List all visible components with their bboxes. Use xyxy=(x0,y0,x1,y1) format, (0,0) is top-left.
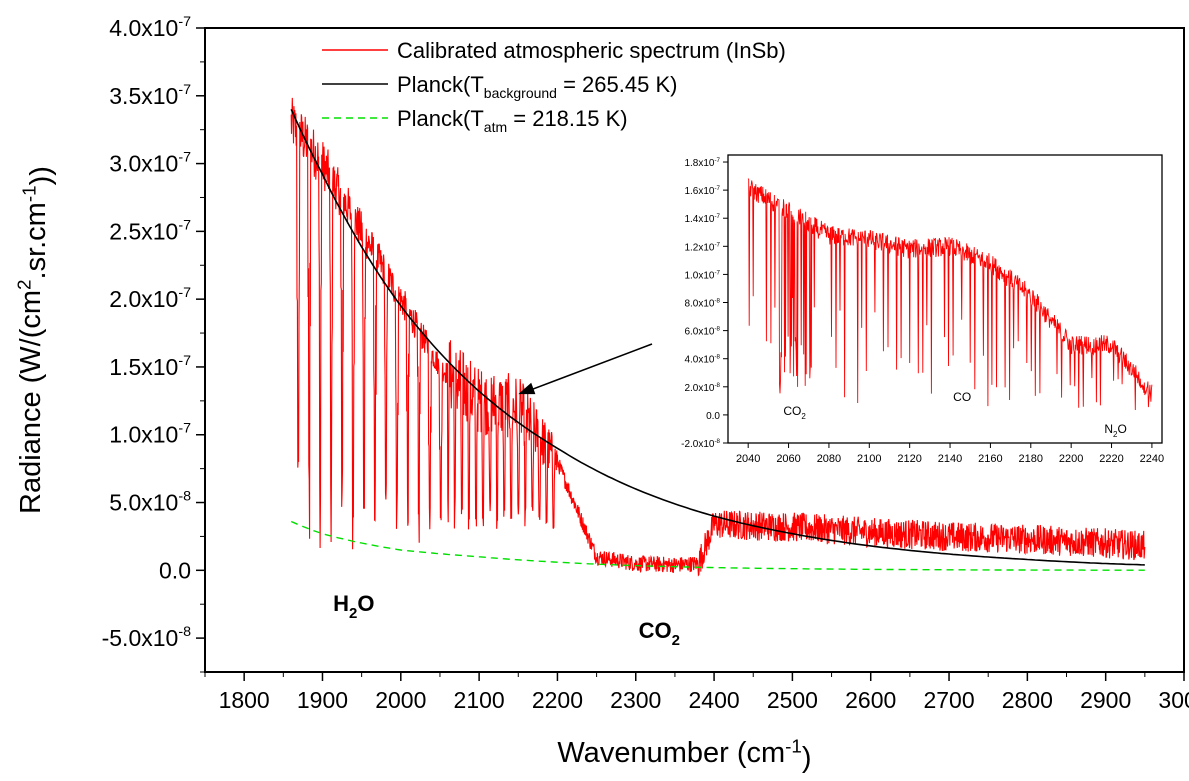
legend: Calibrated atmospheric spectrum (InSb) Pl… xyxy=(322,38,786,135)
inset-y-tick-label: 8.0x10-8 xyxy=(684,298,720,310)
y-tick-label: 5.0x10-8 xyxy=(109,489,191,516)
y-axis-label: Radiance (W/(cm2.sr.cm-1)) xyxy=(14,166,58,514)
inset-y-tick-label: 2.0x10-8 xyxy=(684,382,720,394)
y-tick-label: 3.5x10-7 xyxy=(109,82,191,109)
inset-x-tick-label: 2040 xyxy=(736,453,760,465)
x-tick-label: 1900 xyxy=(297,687,348,713)
inset-y-tick-label: -2.0x10-8 xyxy=(681,438,720,450)
inset-x-tick-label: 2140 xyxy=(938,453,962,465)
x-tick-label: 2000 xyxy=(375,687,426,713)
x-tick-label: 2800 xyxy=(1002,687,1053,713)
inset-x-tick-label: 2080 xyxy=(817,453,841,465)
inset-molecule-annotation: CO xyxy=(953,390,971,404)
inset-x-tick-label: 2120 xyxy=(897,453,921,465)
molecule-annotation: CO2 xyxy=(639,618,680,649)
legend-entry: Planck(Tbackground = 265.45 K) xyxy=(397,72,677,101)
x-tick-label: 2400 xyxy=(688,687,739,713)
x-tick-label: 2600 xyxy=(845,687,896,713)
y-tick-label: 2.5x10-7 xyxy=(109,217,191,244)
inset-x-tick-label: 2200 xyxy=(1059,453,1083,465)
inset-x-tick-label: 2100 xyxy=(857,453,881,465)
x-axis-label: Wavenumber (cm-1) xyxy=(557,736,811,775)
y-tick-label: 3.0x10-7 xyxy=(109,150,191,177)
y-tick-label: 1.5x10-7 xyxy=(109,353,191,380)
inset-plot-area: 2040 2060 2080 2100 2120 2140 2160 2180 2200 2220… xyxy=(681,155,1164,465)
inset-x-tick-label: 2160 xyxy=(978,453,1002,465)
inset-y-tick-label: 1.4x10-7 xyxy=(684,213,720,225)
x-tick-label: 2200 xyxy=(532,687,583,713)
inset-x-tick-label: 2220 xyxy=(1099,453,1123,465)
y-tick-label: -5.0x10-8 xyxy=(102,624,191,651)
x-tick-label: 2500 xyxy=(767,687,818,713)
inset-y-tick-label: 1.2x10-7 xyxy=(684,241,720,253)
inset-y-tick-label: 4.0x10-8 xyxy=(684,354,720,366)
inset-pointer-arrow xyxy=(530,344,652,390)
inset-y-tick-label: 1.8x10-7 xyxy=(684,157,720,169)
y-tick-label: 0.0 xyxy=(159,557,191,583)
y-tick-label: 4.0x10-7 xyxy=(109,14,191,41)
inset-y-tick-label: 1.0x10-7 xyxy=(684,269,720,281)
x-tick-label: 3000 xyxy=(1158,687,1189,713)
inset-x-tick-label: 2240 xyxy=(1140,453,1164,465)
y-tick-label: 1.0x10-7 xyxy=(109,421,191,448)
molecule-annotation: H2O xyxy=(333,591,374,622)
inset-y-tick-label: 6.0x10-8 xyxy=(684,326,720,338)
inset-x-tick-label: 2060 xyxy=(776,453,800,465)
inset-y-tick-label: 0.0 xyxy=(706,411,720,422)
legend-entry: Calibrated atmospheric spectrum (InSb) xyxy=(397,38,786,63)
x-tick-label: 2100 xyxy=(454,687,505,713)
inset-y-tick-label: 1.6x10-7 xyxy=(684,185,720,197)
x-tick-label: 2700 xyxy=(923,687,974,713)
legend-entry: Planck(Tatm = 218.15 K) xyxy=(397,106,628,135)
y-tick-label: 2.0x10-7 xyxy=(109,285,191,312)
x-tick-label: 2300 xyxy=(610,687,661,713)
x-tick-label: 1800 xyxy=(219,687,270,713)
x-tick-label: 2900 xyxy=(1080,687,1131,713)
inset-x-tick-label: 2180 xyxy=(1019,453,1043,465)
